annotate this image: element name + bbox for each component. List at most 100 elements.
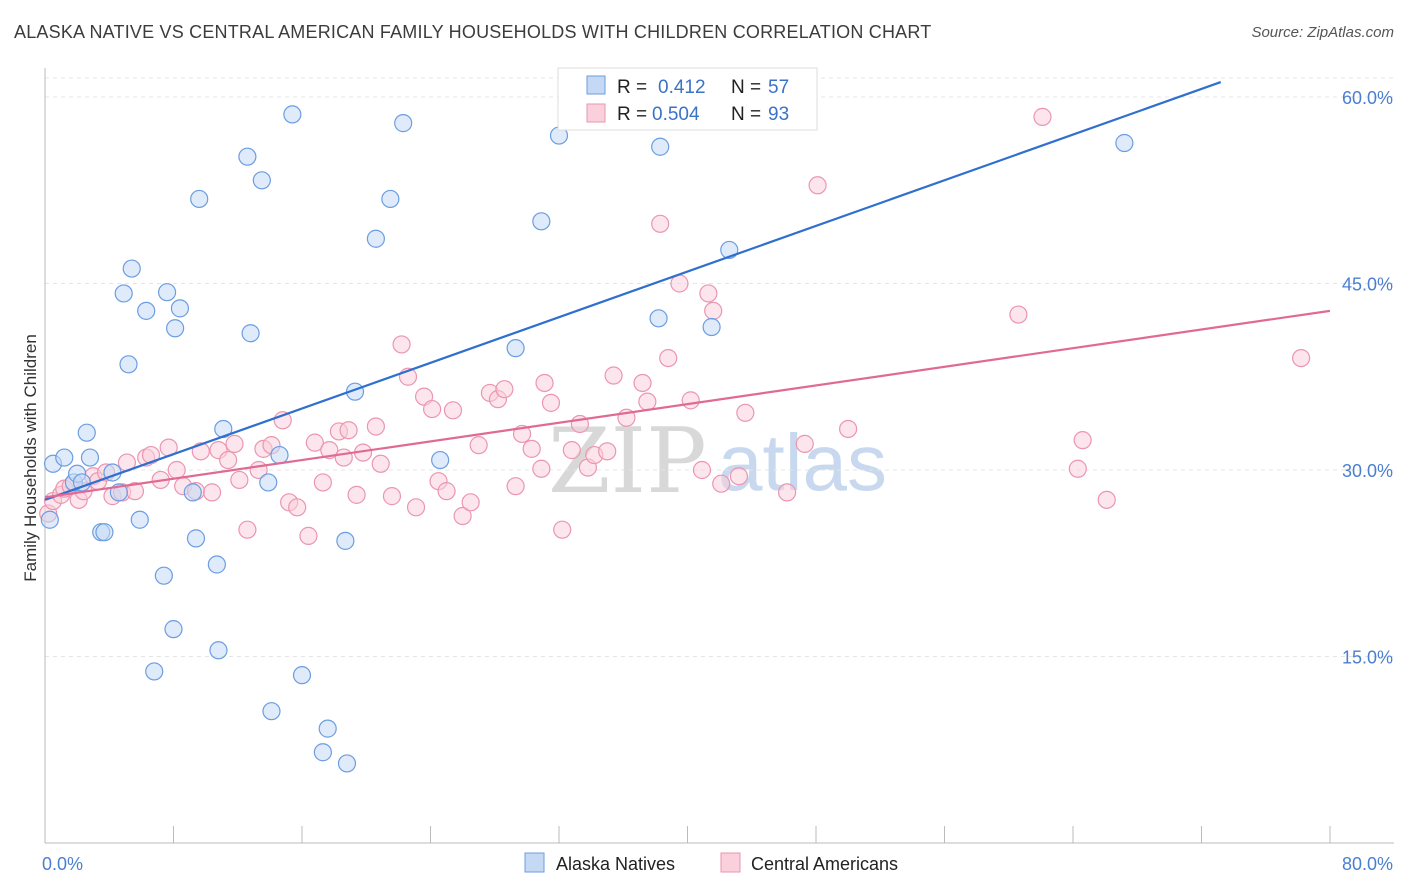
- alaska-native-point: [259, 473, 278, 492]
- alaska-native-point: [313, 743, 332, 762]
- alaska-natives-trend-line: [44, 81, 1222, 501]
- alaska-native-point: [207, 555, 226, 574]
- alaska-native-point: [77, 423, 96, 442]
- central-american-point: [736, 403, 755, 422]
- central-american-point: [638, 392, 657, 411]
- central-american-point: [334, 448, 353, 467]
- watermark-atlas: atlas: [718, 418, 887, 507]
- central-american-point: [1068, 459, 1087, 478]
- axes: 0.0% 80.0%: [42, 68, 1394, 874]
- legend-r-value-1: 0.412: [658, 77, 706, 98]
- central-american-point: [371, 454, 390, 473]
- alaska-native-point: [702, 317, 721, 337]
- central-american-point: [1033, 107, 1052, 126]
- alaska-native-point: [238, 147, 257, 166]
- central-americans-trend-line: [44, 309, 1331, 499]
- central-american-point: [712, 474, 731, 493]
- alaska-native-point: [431, 450, 450, 470]
- bottom-legend-label-1: Alaska Natives: [556, 854, 675, 874]
- alaska-native-point: [252, 171, 271, 190]
- bottom-legend-swatch-blue: [524, 852, 545, 873]
- alaska-native-point: [241, 324, 260, 343]
- trend-lines: [44, 81, 1331, 501]
- central-american-point: [453, 506, 472, 526]
- alaska-native-point: [145, 662, 164, 681]
- central-american-point: [535, 373, 554, 393]
- bottom-legend-swatch-pink: [720, 852, 741, 873]
- alaska-native-point: [164, 620, 183, 639]
- alaska-native-point: [154, 566, 173, 585]
- alaska-native-point: [649, 309, 668, 328]
- central-american-point: [522, 439, 541, 458]
- central-american-point: [541, 393, 561, 412]
- central-american-point: [313, 473, 332, 492]
- central-american-point: [366, 417, 385, 436]
- legend-n-label-2: N =: [731, 104, 761, 125]
- alaska-native-point: [262, 702, 281, 721]
- central-american-point: [305, 433, 324, 452]
- central-american-point: [347, 485, 366, 504]
- central-american-point: [406, 498, 426, 517]
- central-american-point: [553, 520, 572, 539]
- central-american-point: [777, 483, 797, 502]
- alaska-native-point: [137, 301, 156, 320]
- alaska-native-point: [292, 666, 312, 685]
- y-axis-title: Family Households with Children: [21, 334, 40, 582]
- bottom-legend: Alaska Natives Central Americans: [524, 852, 898, 874]
- central-american-point: [562, 441, 581, 460]
- central-american-point: [320, 441, 339, 460]
- y-tick-label: 15.0%: [1342, 648, 1393, 668]
- alaska-native-point: [183, 483, 202, 502]
- central-american-point: [506, 477, 525, 496]
- grid-lines: 15.0% 30.0% 45.0% 60.0%: [45, 77, 1394, 668]
- central-american-point: [202, 483, 222, 502]
- alaska-native-point: [366, 229, 385, 248]
- central-american-point: [704, 301, 723, 320]
- alaska-native-point: [270, 445, 289, 465]
- central-american-point: [299, 526, 318, 545]
- alaska-native-point: [130, 510, 149, 529]
- alaska-native-point: [95, 523, 114, 542]
- central-american-point: [225, 434, 244, 453]
- central-american-point: [238, 520, 257, 539]
- alaska-native-point: [506, 339, 525, 358]
- y-tick-label: 60.0%: [1342, 88, 1393, 108]
- alaska-native-point: [1115, 133, 1134, 153]
- alaska-native-point: [190, 189, 209, 209]
- central-american-point: [288, 498, 307, 517]
- alaska-native-point: [283, 105, 302, 124]
- central-american-point: [437, 482, 456, 501]
- bottom-legend-label-2: Central Americans: [751, 854, 898, 874]
- alaska-native-point: [166, 319, 185, 338]
- legend-n-value-2: 93: [768, 104, 789, 125]
- alaska-native-point: [651, 137, 670, 156]
- central-american-point: [141, 445, 161, 465]
- legend-box: R = 0.412 N = 57 R = 0.504 N = 93: [557, 67, 818, 131]
- central-american-point: [1073, 431, 1092, 450]
- central-american-point: [469, 436, 488, 455]
- alaska-native-point: [209, 641, 228, 660]
- central-american-point: [532, 459, 551, 478]
- chart-title: ALASKA NATIVE VS CENTRAL AMERICAN FAMILY…: [14, 22, 932, 42]
- central-american-point: [1291, 349, 1311, 368]
- legend-swatch-blue: [586, 75, 606, 95]
- y-tick-label: 45.0%: [1342, 275, 1393, 295]
- central-american-point: [461, 493, 480, 512]
- central-american-point: [392, 335, 411, 354]
- central-american-point: [729, 467, 749, 486]
- central-american-point: [598, 442, 617, 461]
- alaska-native-point: [119, 355, 138, 374]
- legend-swatch-pink: [586, 103, 606, 123]
- central-american-point: [659, 349, 678, 368]
- alaska-native-point: [55, 448, 74, 467]
- alaska-native-point: [114, 284, 133, 303]
- central-american-point: [495, 380, 514, 399]
- legend-n-value-1: 57: [768, 77, 789, 98]
- source-label: Source: ZipAtlas.com: [1251, 24, 1394, 41]
- central-american-point: [219, 450, 238, 470]
- central-american-point: [699, 284, 718, 303]
- legend-r-label-2: R =: [617, 104, 647, 125]
- central-american-point: [681, 391, 700, 410]
- central-american-point: [167, 460, 186, 480]
